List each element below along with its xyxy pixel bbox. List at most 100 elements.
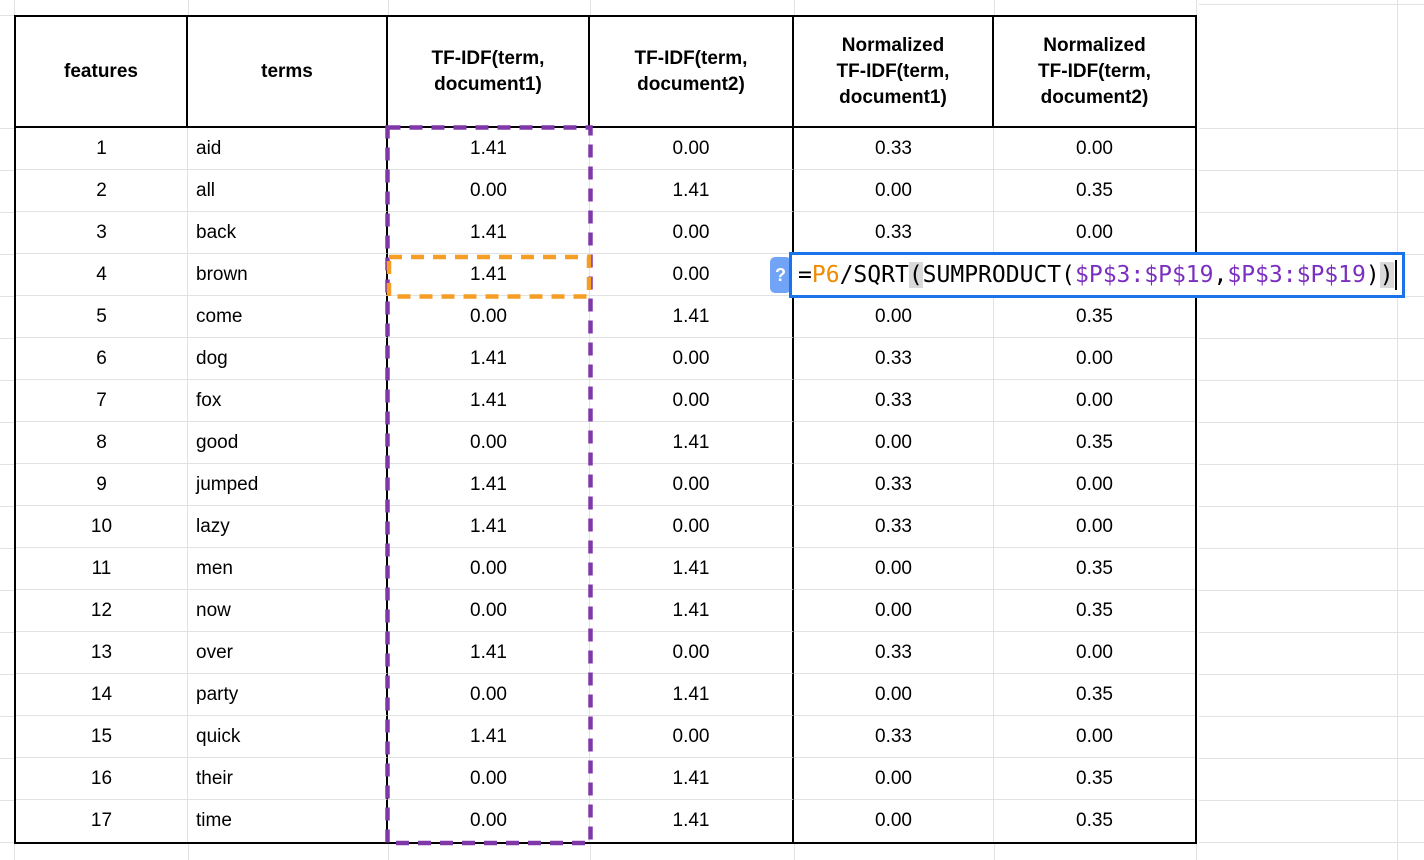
cell-norm2-row6[interactable]: 0.00	[994, 338, 1195, 380]
cell-norm2-row13[interactable]: 0.00	[994, 632, 1195, 674]
cell-term-row17[interactable]: time	[188, 800, 388, 842]
cell-norm1-row5[interactable]: 0.00	[794, 296, 994, 338]
cell-norm1-row15[interactable]: 0.33	[794, 716, 994, 758]
cell-tfidf1-row5[interactable]: 0.00	[388, 296, 590, 338]
cell-term-row4[interactable]: brown	[188, 254, 388, 296]
cell-tfidf1-row13[interactable]: 1.41	[388, 632, 590, 674]
cell-term-row8[interactable]: good	[188, 422, 388, 464]
cell-feature-row5[interactable]: 5	[16, 296, 188, 338]
cell-tfidf1-row2[interactable]: 0.00	[388, 170, 590, 212]
cell-term-row9[interactable]: jumped	[188, 464, 388, 506]
header-cell-term[interactable]: terms	[188, 17, 388, 128]
cell-tfidf1-row7[interactable]: 1.41	[388, 380, 590, 422]
cell-tfidf2-row15[interactable]: 0.00	[590, 716, 794, 758]
cell-term-row7[interactable]: fox	[188, 380, 388, 422]
cell-feature-row1[interactable]: 1	[16, 128, 188, 170]
cell-feature-row4[interactable]: 4	[16, 254, 188, 296]
cell-norm2-row5[interactable]: 0.35	[994, 296, 1195, 338]
cell-norm2-row16[interactable]: 0.35	[994, 758, 1195, 800]
cell-tfidf1-row6[interactable]: 1.41	[388, 338, 590, 380]
cell-norm1-row1[interactable]: 0.33	[794, 128, 994, 170]
cell-tfidf1-row15[interactable]: 1.41	[388, 716, 590, 758]
cell-norm1-row14[interactable]: 0.00	[794, 674, 994, 716]
header-cell-tfidf2[interactable]: TF-IDF(term, document2)	[590, 17, 794, 128]
cell-tfidf2-row5[interactable]: 1.41	[590, 296, 794, 338]
cell-norm2-row8[interactable]: 0.35	[994, 422, 1195, 464]
cell-norm2-row15[interactable]: 0.00	[994, 716, 1195, 758]
cell-tfidf1-row9[interactable]: 1.41	[388, 464, 590, 506]
formula-input[interactable]: = P6/SQRT(SUMPRODUCT($P$3:$P$19, $P$3:$P$1…	[789, 252, 1405, 298]
cell-norm2-row11[interactable]: 0.35	[994, 548, 1195, 590]
cell-tfidf2-row11[interactable]: 1.41	[590, 548, 794, 590]
cell-term-row11[interactable]: men	[188, 548, 388, 590]
header-cell-norm1[interactable]: Normalized TF-IDF(term, document1)	[794, 17, 994, 128]
cell-tfidf1-row17[interactable]: 0.00	[388, 800, 590, 842]
header-cell-tfidf1[interactable]: TF-IDF(term, document1)	[388, 17, 590, 128]
cell-norm2-row2[interactable]: 0.35	[994, 170, 1195, 212]
cell-norm1-row13[interactable]: 0.33	[794, 632, 994, 674]
cell-tfidf1-row16[interactable]: 0.00	[388, 758, 590, 800]
cell-tfidf2-row17[interactable]: 1.41	[590, 800, 794, 842]
cell-feature-row11[interactable]: 11	[16, 548, 188, 590]
cell-feature-row14[interactable]: 14	[16, 674, 188, 716]
cell-tfidf1-row14[interactable]: 0.00	[388, 674, 590, 716]
cell-norm1-row3[interactable]: 0.33	[794, 212, 994, 254]
cell-norm1-row7[interactable]: 0.33	[794, 380, 994, 422]
cell-norm1-row8[interactable]: 0.00	[794, 422, 994, 464]
cell-norm1-row6[interactable]: 0.33	[794, 338, 994, 380]
cell-term-row6[interactable]: dog	[188, 338, 388, 380]
cell-term-row13[interactable]: over	[188, 632, 388, 674]
cell-feature-row8[interactable]: 8	[16, 422, 188, 464]
cell-norm1-row2[interactable]: 0.00	[794, 170, 994, 212]
cell-feature-row7[interactable]: 7	[16, 380, 188, 422]
cell-tfidf1-row10[interactable]: 1.41	[388, 506, 590, 548]
cell-norm2-row7[interactable]: 0.00	[994, 380, 1195, 422]
cell-tfidf1-row8[interactable]: 0.00	[388, 422, 590, 464]
cell-norm2-row17[interactable]: 0.35	[994, 800, 1195, 842]
cell-tfidf2-row12[interactable]: 1.41	[590, 590, 794, 632]
cell-tfidf1-row3[interactable]: 1.41	[388, 212, 590, 254]
cell-feature-row6[interactable]: 6	[16, 338, 188, 380]
cell-term-row3[interactable]: back	[188, 212, 388, 254]
cell-term-row2[interactable]: all	[188, 170, 388, 212]
cell-term-row10[interactable]: lazy	[188, 506, 388, 548]
cell-norm2-row14[interactable]: 0.35	[994, 674, 1195, 716]
cell-tfidf1-row1[interactable]: 1.41	[388, 128, 590, 170]
cell-norm1-row9[interactable]: 0.33	[794, 464, 994, 506]
header-cell-feature[interactable]: features	[16, 17, 188, 128]
cell-term-row16[interactable]: their	[188, 758, 388, 800]
header-cell-norm2[interactable]: Normalized TF-IDF(term, document2)	[994, 17, 1195, 128]
cell-term-row15[interactable]: quick	[188, 716, 388, 758]
cell-tfidf2-row4[interactable]: 0.00	[590, 254, 794, 296]
cell-norm2-row10[interactable]: 0.00	[994, 506, 1195, 548]
cell-norm1-row12[interactable]: 0.00	[794, 590, 994, 632]
cell-feature-row13[interactable]: 13	[16, 632, 188, 674]
cell-tfidf1-row4[interactable]: 1.41	[388, 254, 590, 296]
cell-norm1-row16[interactable]: 0.00	[794, 758, 994, 800]
cell-term-row12[interactable]: now	[188, 590, 388, 632]
cell-norm2-row3[interactable]: 0.00	[994, 212, 1195, 254]
cell-norm2-row1[interactable]: 0.00	[994, 128, 1195, 170]
cell-tfidf1-row11[interactable]: 0.00	[388, 548, 590, 590]
cell-norm1-row10[interactable]: 0.33	[794, 506, 994, 548]
cell-tfidf2-row14[interactable]: 1.41	[590, 674, 794, 716]
cell-tfidf2-row1[interactable]: 0.00	[590, 128, 794, 170]
cell-feature-row15[interactable]: 15	[16, 716, 188, 758]
cell-feature-row2[interactable]: 2	[16, 170, 188, 212]
cell-feature-row12[interactable]: 12	[16, 590, 188, 632]
cell-tfidf2-row3[interactable]: 0.00	[590, 212, 794, 254]
cell-tfidf2-row7[interactable]: 0.00	[590, 380, 794, 422]
cell-norm2-row9[interactable]: 0.00	[994, 464, 1195, 506]
cell-feature-row9[interactable]: 9	[16, 464, 188, 506]
cell-term-row14[interactable]: party	[188, 674, 388, 716]
cell-tfidf2-row10[interactable]: 0.00	[590, 506, 794, 548]
cell-tfidf2-row8[interactable]: 1.41	[590, 422, 794, 464]
cell-feature-row10[interactable]: 10	[16, 506, 188, 548]
cell-term-row1[interactable]: aid	[188, 128, 388, 170]
cell-feature-row16[interactable]: 16	[16, 758, 188, 800]
cell-norm1-row17[interactable]: 0.00	[794, 800, 994, 842]
cell-tfidf2-row2[interactable]: 1.41	[590, 170, 794, 212]
cell-tfidf1-row12[interactable]: 0.00	[388, 590, 590, 632]
cell-tfidf2-row13[interactable]: 0.00	[590, 632, 794, 674]
